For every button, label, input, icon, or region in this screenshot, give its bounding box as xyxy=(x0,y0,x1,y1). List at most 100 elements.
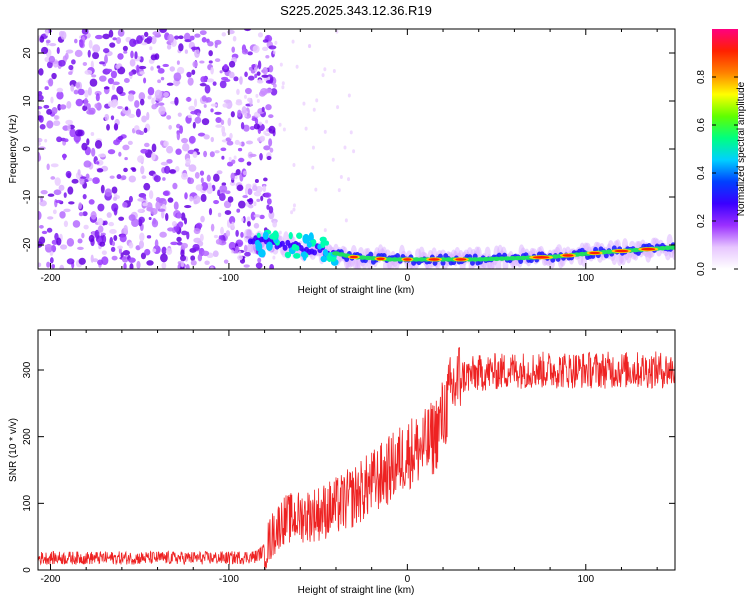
noise-blob xyxy=(314,187,318,192)
noise-blob xyxy=(180,249,185,257)
noise-blob xyxy=(86,138,90,146)
noise-blob xyxy=(257,60,262,70)
noise-blob xyxy=(244,251,251,257)
noise-blob xyxy=(73,89,79,95)
noise-blob xyxy=(332,68,336,73)
noise-blob xyxy=(97,225,104,233)
noise-blob xyxy=(146,235,152,239)
noise-blob xyxy=(154,89,163,99)
noise-blob xyxy=(229,132,233,140)
noise-blob xyxy=(138,216,145,224)
noise-blob xyxy=(143,31,149,37)
noise-blob xyxy=(231,46,236,53)
noise-blob xyxy=(111,255,118,261)
noise-blob xyxy=(213,173,220,182)
noise-blob xyxy=(53,120,61,127)
noise-blob xyxy=(268,65,274,73)
noise-blob xyxy=(272,50,276,55)
noise-blob xyxy=(223,99,232,104)
noise-blob xyxy=(171,220,177,227)
noise-blob xyxy=(38,142,42,146)
noise-blob xyxy=(240,141,245,147)
noise-blob xyxy=(195,222,203,229)
noise-blob xyxy=(40,196,44,203)
noise-blob xyxy=(253,222,260,229)
noise-blob xyxy=(161,246,167,255)
noise-blob xyxy=(270,88,278,96)
noise-blob xyxy=(215,238,222,245)
noise-blob xyxy=(268,45,277,50)
noise-blob xyxy=(242,194,249,199)
noise-blob xyxy=(150,152,156,161)
snr-series-line xyxy=(38,347,675,570)
noise-blob xyxy=(129,38,137,48)
noise-blob xyxy=(263,177,268,182)
snr-y-axis-label: SNR (10 * v/v) xyxy=(8,418,19,482)
noise-blob xyxy=(200,215,205,223)
noise-blob xyxy=(38,236,46,245)
noise-blob xyxy=(121,175,127,181)
noise-blob xyxy=(128,71,134,76)
noise-blob xyxy=(323,129,327,134)
noise-blob xyxy=(117,29,125,37)
spectrogram-y-tick-label: -10 xyxy=(22,189,33,204)
spectrogram-blobs xyxy=(38,29,675,269)
noise-blob xyxy=(112,99,119,107)
noise-blob xyxy=(87,177,93,182)
noise-blob xyxy=(262,185,267,192)
noise-blob xyxy=(206,78,215,83)
noise-blob xyxy=(253,123,260,130)
noise-blob xyxy=(157,68,165,74)
noise-blob xyxy=(124,156,128,161)
noise-blob xyxy=(74,49,83,58)
noise-blob xyxy=(46,163,50,171)
noise-blob xyxy=(66,258,75,265)
noise-blob xyxy=(253,214,261,218)
noise-blob xyxy=(213,199,220,205)
spectrogram-x-tick-label: -200 xyxy=(40,273,60,284)
noise-blob xyxy=(236,88,240,96)
noise-blob xyxy=(94,103,99,109)
noise-blob xyxy=(268,206,274,214)
noise-blob xyxy=(143,77,147,84)
noise-blob xyxy=(91,147,96,157)
noise-blob xyxy=(307,44,311,49)
noise-blob xyxy=(192,121,196,129)
noise-blob xyxy=(165,247,173,255)
noise-blob xyxy=(228,216,236,225)
noise-blob xyxy=(213,234,219,239)
noise-blob xyxy=(68,71,73,76)
noise-blob xyxy=(108,221,115,227)
noise-blob xyxy=(292,203,296,208)
noise-blob xyxy=(249,153,257,158)
noise-blob xyxy=(105,68,113,73)
signal-peak-core xyxy=(403,258,412,261)
noise-blob xyxy=(265,79,273,84)
noise-blob xyxy=(38,106,43,110)
noise-blob xyxy=(128,175,137,183)
noise-blob xyxy=(113,235,118,242)
noise-blob xyxy=(163,91,169,98)
noise-blob xyxy=(221,155,225,160)
noise-blob xyxy=(148,190,154,200)
noise-blob xyxy=(150,66,154,71)
noise-blob xyxy=(90,254,94,263)
noise-blob xyxy=(254,118,259,125)
noise-blob xyxy=(166,82,174,86)
noise-blob xyxy=(135,129,142,135)
noise-blob xyxy=(212,81,217,86)
noise-blob xyxy=(156,65,161,69)
spectrogram-y-tick-label: 0 xyxy=(22,146,33,152)
noise-blob xyxy=(188,105,196,111)
noise-blob xyxy=(181,137,189,144)
noise-blob xyxy=(94,139,103,149)
noise-blob xyxy=(111,84,116,91)
noise-blob xyxy=(272,83,277,88)
noise-blob xyxy=(201,37,207,43)
noise-blob xyxy=(169,169,177,174)
noise-blob xyxy=(181,242,188,249)
noise-blob xyxy=(228,60,236,68)
noise-blob xyxy=(38,137,43,143)
snr-x-axis-label: Height of straight line (km) xyxy=(298,585,415,596)
